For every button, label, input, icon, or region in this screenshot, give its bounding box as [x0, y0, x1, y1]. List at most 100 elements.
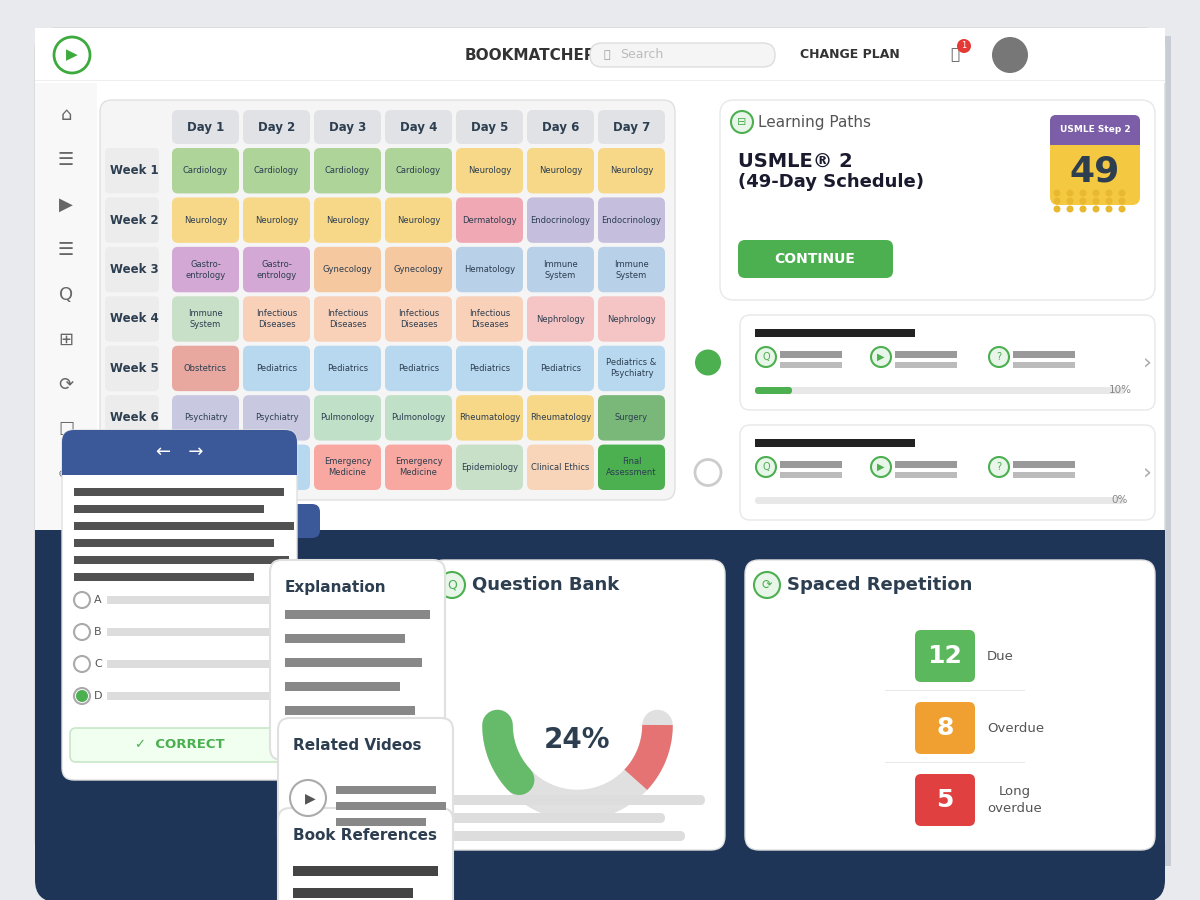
FancyBboxPatch shape — [527, 445, 594, 490]
Circle shape — [1105, 205, 1112, 212]
Text: A: A — [94, 595, 102, 605]
Bar — [74, 539, 274, 547]
Text: Emergency
Medicine: Emergency Medicine — [395, 457, 443, 477]
Text: Infectious
Diseases: Infectious Diseases — [398, 309, 439, 329]
Bar — [74, 505, 264, 513]
FancyBboxPatch shape — [100, 100, 674, 500]
FancyBboxPatch shape — [270, 560, 445, 760]
Circle shape — [74, 592, 90, 608]
Text: D: D — [94, 691, 102, 701]
Circle shape — [1118, 205, 1126, 212]
Text: ▶: ▶ — [59, 196, 73, 214]
FancyBboxPatch shape — [106, 445, 158, 490]
FancyBboxPatch shape — [740, 425, 1154, 520]
Circle shape — [1105, 190, 1112, 196]
FancyBboxPatch shape — [720, 100, 1154, 300]
Circle shape — [756, 457, 776, 477]
FancyBboxPatch shape — [598, 296, 665, 342]
Text: Q: Q — [448, 579, 457, 591]
FancyBboxPatch shape — [755, 387, 1126, 394]
Text: Dermatology: Dermatology — [462, 216, 517, 225]
Text: 8: 8 — [936, 716, 954, 740]
Circle shape — [695, 460, 721, 485]
Text: ⟳: ⟳ — [59, 376, 73, 394]
Text: Week 1: Week 1 — [109, 164, 158, 177]
Bar — [35, 83, 97, 860]
Text: ←: ← — [157, 511, 173, 530]
Text: ☰: ☰ — [58, 241, 74, 259]
Text: USMLE® 2: USMLE® 2 — [738, 152, 853, 171]
Circle shape — [74, 624, 90, 640]
Bar — [286, 634, 406, 643]
Text: Nephrology: Nephrology — [607, 314, 656, 323]
Text: 🔍: 🔍 — [604, 50, 610, 60]
Text: Neurology: Neurology — [326, 216, 370, 225]
Circle shape — [74, 688, 90, 704]
Bar — [286, 706, 415, 715]
Circle shape — [1067, 205, 1074, 212]
Circle shape — [1067, 190, 1074, 196]
Text: Related Videos: Related Videos — [293, 738, 421, 753]
FancyBboxPatch shape — [456, 445, 523, 490]
Bar — [1013, 362, 1075, 368]
FancyBboxPatch shape — [172, 296, 239, 342]
FancyBboxPatch shape — [385, 346, 452, 392]
Text: ☰: ☰ — [58, 151, 74, 169]
Text: CHANGE PLAN: CHANGE PLAN — [800, 49, 900, 61]
Text: Pediatrics: Pediatrics — [326, 364, 368, 373]
FancyBboxPatch shape — [314, 296, 382, 342]
Text: Pediatrics: Pediatrics — [469, 364, 510, 373]
Text: Endocrinology: Endocrinology — [601, 216, 661, 225]
Text: Immune
System: Immune System — [188, 309, 223, 329]
Circle shape — [1080, 205, 1086, 212]
FancyBboxPatch shape — [62, 430, 298, 780]
Bar — [286, 682, 400, 691]
Bar — [107, 596, 272, 604]
Text: Day 5: Day 5 — [470, 121, 508, 133]
Text: Day 3: Day 3 — [329, 121, 366, 133]
Text: Spaced Repetition: Spaced Repetition — [787, 576, 972, 594]
Bar — [107, 692, 272, 700]
Text: Infectious
Diseases: Infectious Diseases — [469, 309, 510, 329]
FancyBboxPatch shape — [314, 395, 382, 441]
Text: Book References: Book References — [293, 828, 437, 843]
Circle shape — [958, 39, 971, 53]
Circle shape — [756, 347, 776, 367]
Text: Psychiatry: Psychiatry — [254, 413, 299, 422]
FancyBboxPatch shape — [598, 197, 665, 243]
Circle shape — [989, 457, 1009, 477]
Text: Gynecology: Gynecology — [323, 266, 372, 274]
FancyBboxPatch shape — [450, 831, 685, 841]
Text: Day 2: Day 2 — [258, 121, 295, 133]
FancyBboxPatch shape — [590, 43, 775, 67]
FancyBboxPatch shape — [916, 774, 974, 826]
FancyBboxPatch shape — [527, 247, 594, 292]
FancyBboxPatch shape — [172, 395, 239, 441]
FancyBboxPatch shape — [35, 28, 1165, 83]
FancyBboxPatch shape — [35, 28, 1165, 860]
Text: Q: Q — [762, 462, 770, 472]
Text: BOOKMATCHER: BOOKMATCHER — [464, 48, 596, 62]
Bar — [107, 628, 272, 636]
Circle shape — [871, 457, 890, 477]
Bar — [895, 472, 958, 478]
Circle shape — [74, 656, 90, 672]
FancyBboxPatch shape — [278, 808, 454, 900]
Text: Neurology: Neurology — [539, 166, 582, 176]
FancyBboxPatch shape — [456, 346, 523, 392]
FancyBboxPatch shape — [314, 197, 382, 243]
FancyBboxPatch shape — [527, 395, 594, 441]
Bar — [35, 80, 1165, 81]
Bar — [780, 461, 842, 468]
Bar — [74, 556, 289, 564]
FancyBboxPatch shape — [100, 504, 320, 538]
FancyBboxPatch shape — [62, 430, 298, 475]
FancyBboxPatch shape — [242, 346, 310, 392]
FancyBboxPatch shape — [527, 148, 594, 194]
Text: Week 2: Week 2 — [109, 213, 158, 227]
Bar — [286, 658, 422, 667]
Bar — [286, 610, 430, 619]
Text: Week 5: Week 5 — [109, 362, 158, 375]
FancyBboxPatch shape — [242, 110, 310, 144]
FancyBboxPatch shape — [172, 197, 239, 243]
